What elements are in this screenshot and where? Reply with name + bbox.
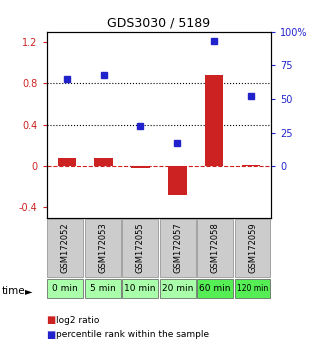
Text: 20 min: 20 min	[162, 284, 193, 293]
Text: time: time	[2, 286, 25, 296]
Text: 120 min: 120 min	[237, 284, 268, 293]
Bar	[160, 219, 195, 277]
Text: ■: ■	[47, 330, 56, 339]
Bar	[122, 219, 158, 277]
Bar	[94, 158, 113, 166]
Text: 60 min: 60 min	[199, 284, 231, 293]
Bar	[235, 219, 271, 277]
Bar	[47, 219, 83, 277]
Bar	[242, 165, 260, 166]
Text: 5 min: 5 min	[90, 284, 116, 293]
Text: 0 min: 0 min	[52, 284, 78, 293]
Text: ■: ■	[47, 315, 56, 325]
Bar	[205, 75, 223, 166]
Text: GSM172058: GSM172058	[211, 222, 220, 273]
Bar	[85, 219, 121, 277]
Text: GSM172052: GSM172052	[61, 222, 70, 273]
Bar	[197, 279, 233, 298]
Text: GSM172059: GSM172059	[248, 222, 257, 273]
Text: GSM172053: GSM172053	[98, 222, 107, 273]
Bar	[47, 279, 83, 298]
Text: GSM172057: GSM172057	[173, 222, 182, 273]
Bar	[85, 279, 121, 298]
Text: GSM172055: GSM172055	[136, 222, 145, 273]
Text: ►: ►	[24, 286, 32, 296]
Text: percentile rank within the sample: percentile rank within the sample	[56, 330, 209, 339]
Bar	[57, 158, 76, 166]
Bar	[160, 279, 195, 298]
Bar	[131, 166, 150, 168]
Bar	[235, 279, 271, 298]
Bar	[168, 166, 187, 195]
Bar	[122, 279, 158, 298]
Bar	[197, 219, 233, 277]
Title: GDS3030 / 5189: GDS3030 / 5189	[107, 16, 211, 29]
Text: log2 ratio: log2 ratio	[56, 316, 100, 325]
Text: 10 min: 10 min	[125, 284, 156, 293]
